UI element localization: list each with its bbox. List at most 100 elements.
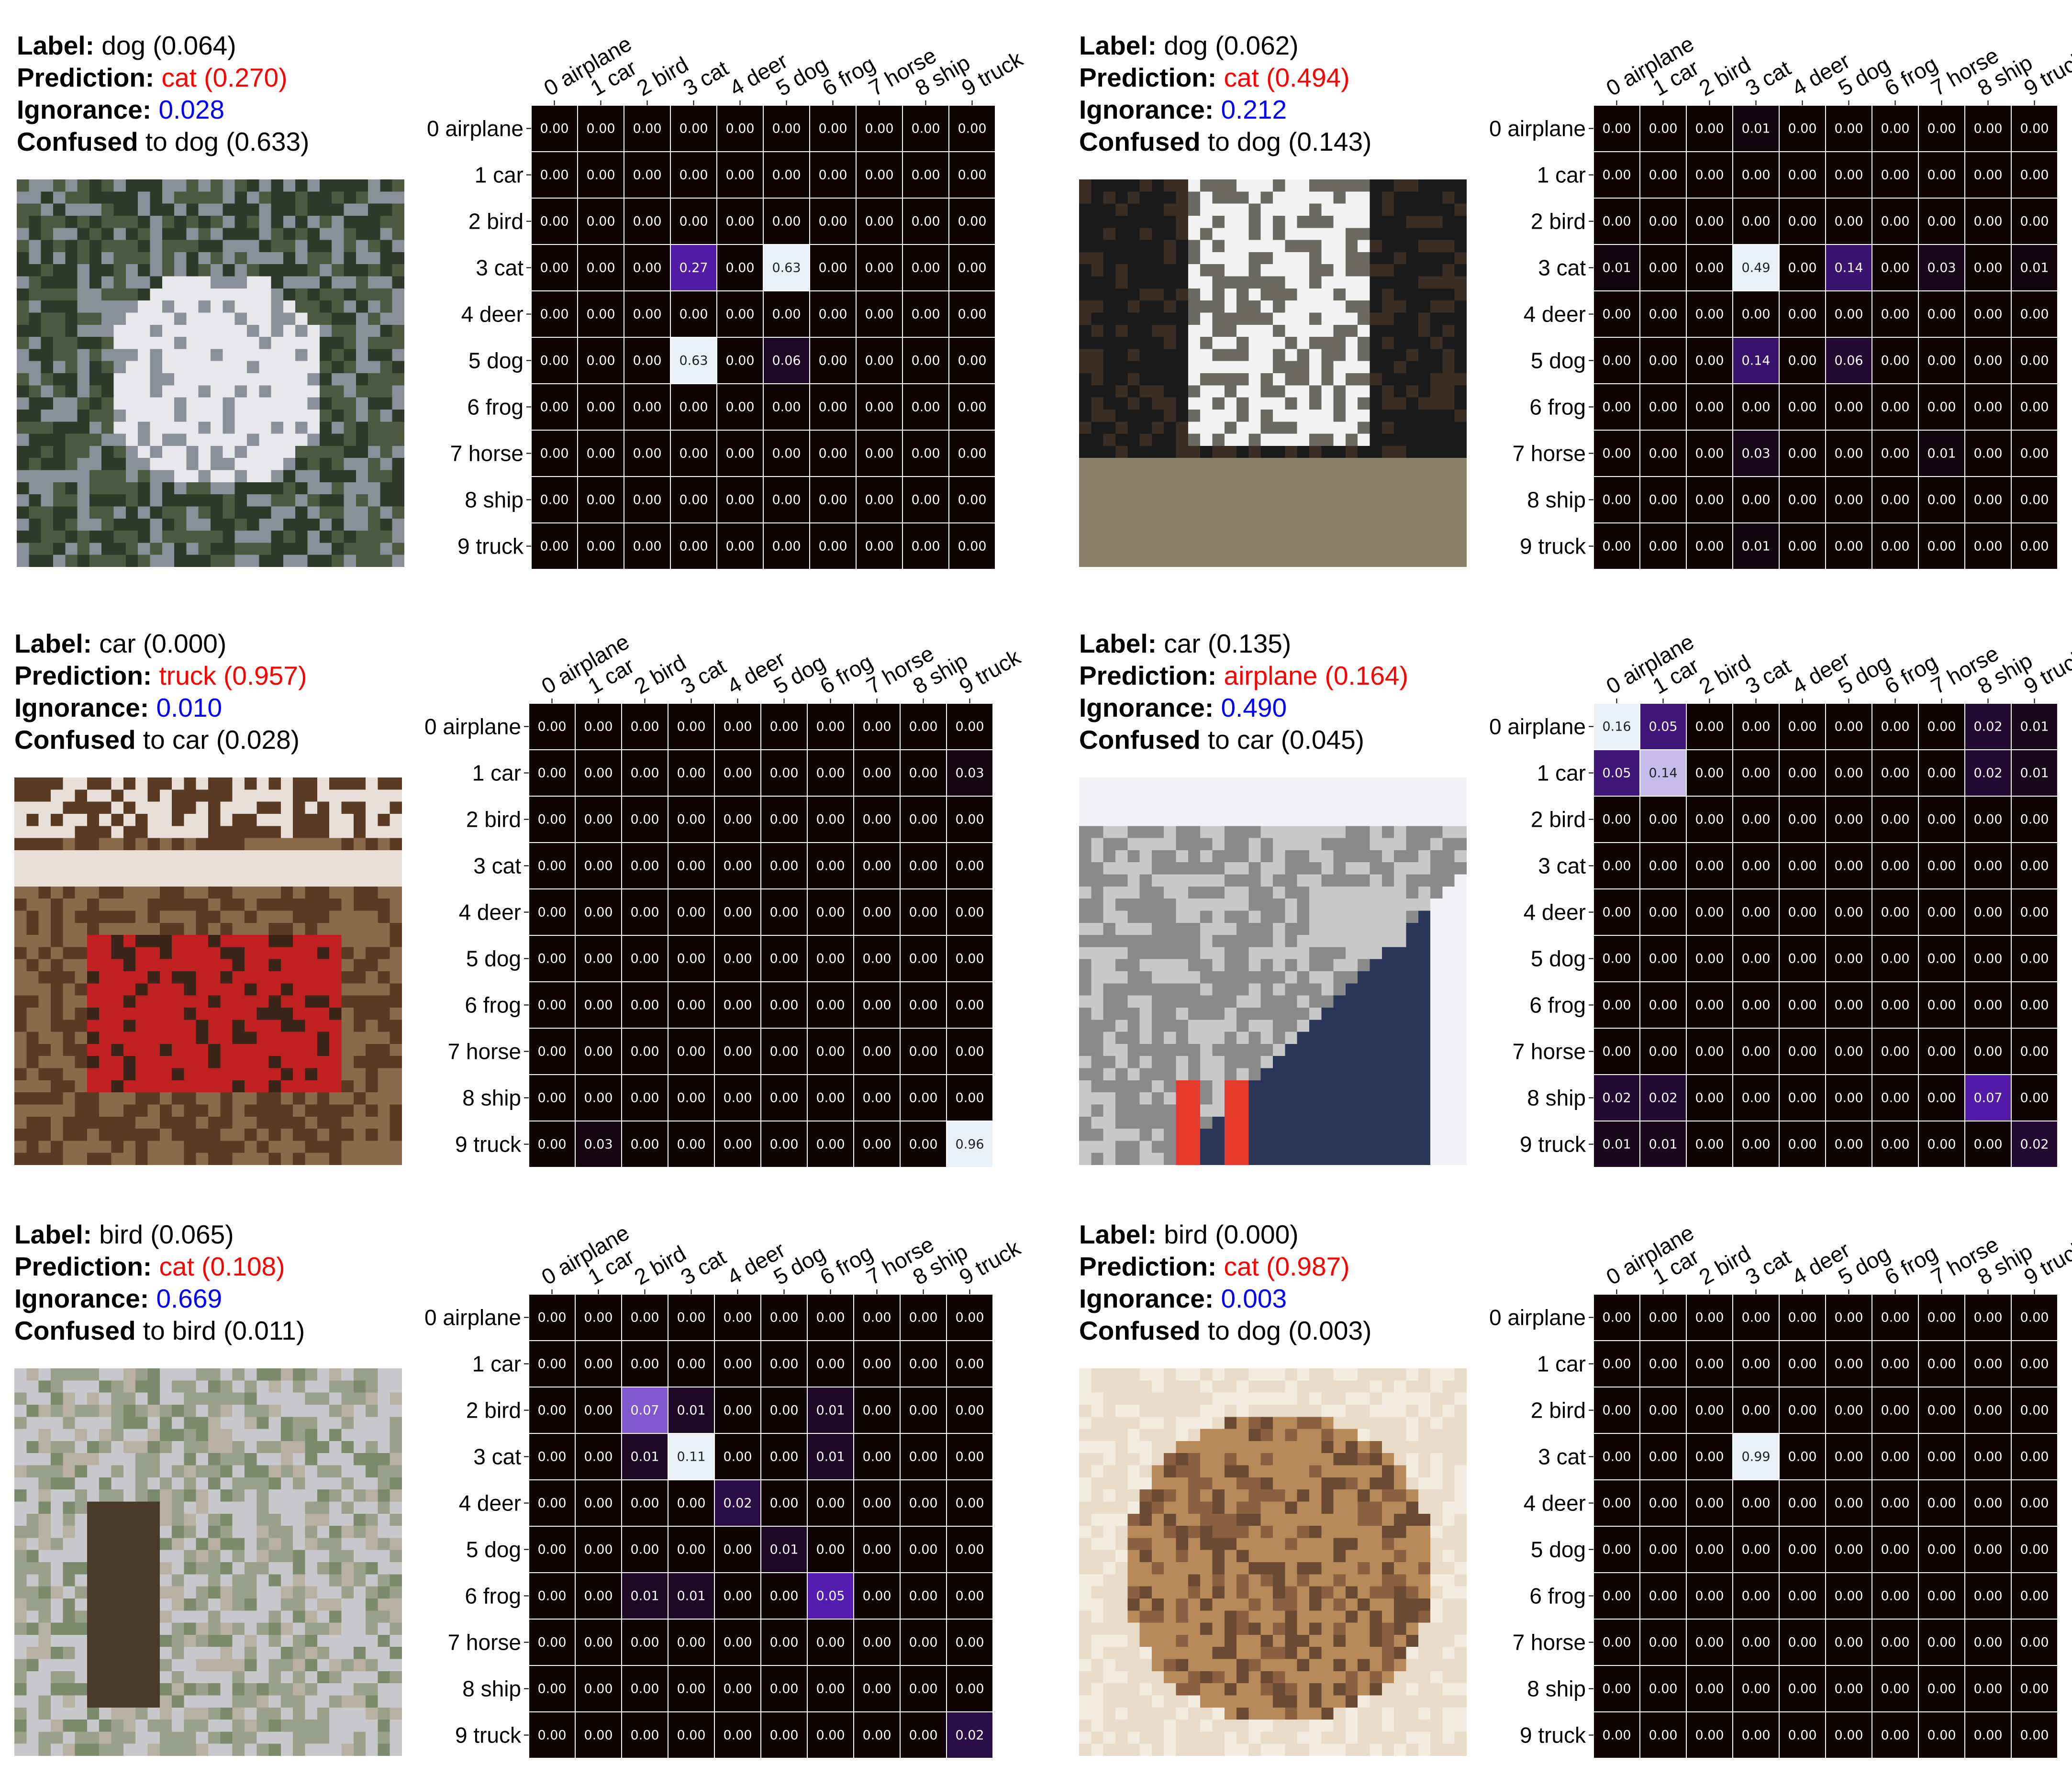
cell-value-label: 0.00 bbox=[769, 1403, 798, 1418]
cell-value-label: 0.00 bbox=[1881, 261, 1909, 276]
cell-value-label: 0.00 bbox=[909, 1091, 937, 1106]
y-tick-label: 9 truck bbox=[455, 1132, 522, 1157]
cell-value-label: 0.00 bbox=[1602, 1543, 1631, 1557]
cell-value-label: 0.49 bbox=[1741, 261, 1770, 276]
cell-value-label: 0.00 bbox=[911, 539, 940, 554]
y-tick-label: 3 cat bbox=[1538, 1444, 1586, 1469]
cell-value-label: 0.00 bbox=[1649, 1357, 1677, 1372]
cell-value-label: 0.00 bbox=[1602, 1403, 1631, 1418]
cell-value-label: 0.00 bbox=[1695, 952, 1724, 966]
y-tick-label: 1 car bbox=[1537, 163, 1586, 188]
cell-value-label: 0.00 bbox=[1834, 1450, 1863, 1465]
cell-value-label: 0.00 bbox=[630, 859, 659, 874]
cell-value-label: 0.00 bbox=[1881, 905, 1909, 920]
cell-value-label: 0.00 bbox=[584, 859, 613, 874]
cell-value-label: 0.00 bbox=[725, 261, 754, 276]
y-tick-label: 0 airplane bbox=[424, 1305, 521, 1330]
cell-value-label: 0.00 bbox=[769, 812, 798, 827]
confusion-heatmap: 0.00 0.00 0.00 0.00 0.00 0.00 0.00 0.00 0.00 0.00… bbox=[1079, 1189, 2072, 1787]
cell-value-label: 0.00 bbox=[1695, 859, 1724, 874]
cell-value-label: 0.00 bbox=[1834, 812, 1863, 827]
cell-value-label: 0.00 bbox=[1927, 354, 1956, 368]
cell-value-label: 0.00 bbox=[537, 1635, 566, 1650]
cell-value-label: 0.00 bbox=[1834, 122, 1863, 136]
cell-value-label: 0.00 bbox=[1602, 1310, 1631, 1325]
cell-value-label: 0.00 bbox=[1973, 905, 2002, 920]
cell-value-label: 0.00 bbox=[630, 1682, 659, 1697]
cell-value-label: 0.00 bbox=[865, 214, 893, 229]
cell-value-label: 0.00 bbox=[723, 1137, 752, 1152]
cell-value-label: 0.00 bbox=[816, 998, 845, 1013]
cell-value-label: 0.00 bbox=[769, 1682, 798, 1697]
cell-value-label: 0.00 bbox=[862, 1682, 891, 1697]
cell-value-label: 0.00 bbox=[584, 998, 613, 1013]
cell-value-label: 0.11 bbox=[677, 1450, 705, 1465]
cell-value-label: 0.00 bbox=[540, 122, 568, 136]
cell-value-label: 0.00 bbox=[1881, 812, 1909, 827]
cell-value-label: 0.00 bbox=[1695, 766, 1724, 781]
sample-panel: Label: bird (0.065)Prediction: cat (0.10… bbox=[14, 1189, 1019, 1787]
cell-value-label: 0.14 bbox=[1649, 766, 1677, 781]
cell-value-label: 0.00 bbox=[1788, 1728, 1816, 1743]
cell-value-label: 0.00 bbox=[1788, 1496, 1816, 1511]
cell-value-label: 0.00 bbox=[1602, 354, 1631, 368]
y-tick-label: 4 deer bbox=[1524, 900, 1586, 925]
cell-value-label: 0.00 bbox=[723, 1450, 752, 1465]
y-tick-label: 7 horse bbox=[1513, 1039, 1586, 1064]
cell-value-label: 0.00 bbox=[958, 446, 986, 461]
cell-value-label: 0.00 bbox=[1695, 1403, 1724, 1418]
cell-value-label: 0.00 bbox=[1695, 307, 1724, 322]
cell-value-label: 0.00 bbox=[2020, 1044, 2049, 1059]
y-tick-label: 9 truck bbox=[1520, 1723, 1586, 1748]
cell-value-label: 0.00 bbox=[586, 400, 615, 415]
cell-value-label: 0.00 bbox=[1649, 812, 1677, 827]
cell-value-label: 0.00 bbox=[1695, 1589, 1724, 1604]
cell-value-label: 0.00 bbox=[955, 1091, 984, 1106]
cell-value-label: 0.00 bbox=[911, 214, 940, 229]
cell-value-label: 0.00 bbox=[584, 1310, 613, 1325]
cell-value-label: 0.00 bbox=[537, 1310, 566, 1325]
cell-value-label: 0.00 bbox=[677, 1496, 705, 1511]
cell-value-label: 0.00 bbox=[865, 400, 893, 415]
cell-value-label: 0.00 bbox=[725, 493, 754, 508]
cell-value-label: 0.00 bbox=[586, 354, 615, 368]
sample-panel: Label: dog (0.064)Prediction: cat (0.270… bbox=[17, 0, 1022, 598]
x-tick-label: 3 cat bbox=[1741, 55, 1795, 101]
cell-value-label: 0.03 bbox=[955, 766, 984, 781]
cell-value-label: 0.00 bbox=[1881, 720, 1909, 734]
cell-value-label: 0.00 bbox=[1602, 998, 1631, 1013]
y-tick-label: 7 horse bbox=[448, 1630, 521, 1655]
y-tick-label: 9 truck bbox=[455, 1723, 522, 1748]
cell-value-label: 0.00 bbox=[586, 122, 615, 136]
y-tick-label: 2 bird bbox=[468, 209, 524, 234]
cell-value-label: 0.00 bbox=[1602, 446, 1631, 461]
cell-value-label: 0.00 bbox=[540, 307, 568, 322]
cell-value-label: 0.00 bbox=[955, 1635, 984, 1650]
y-tick-label: 3 cat bbox=[1538, 854, 1586, 878]
cell-value-label: 0.00 bbox=[1788, 354, 1816, 368]
cell-value-label: 0.00 bbox=[1695, 1496, 1724, 1511]
cell-value-label: 0.00 bbox=[769, 1496, 798, 1511]
cell-value-label: 0.00 bbox=[584, 720, 613, 734]
cell-value-label: 0.00 bbox=[862, 859, 891, 874]
cell-value-label: 0.01 bbox=[769, 1543, 798, 1557]
cell-value-label: 0.00 bbox=[955, 1357, 984, 1372]
confusion-heatmap: 0.00 0.00 0.00 0.00 0.00 0.00 0.00 0.00 0.00 0.00… bbox=[17, 0, 1024, 598]
cell-value-label: 0.00 bbox=[1973, 1589, 2002, 1604]
cell-value-label: 0.00 bbox=[1788, 905, 1816, 920]
cell-value-label: 0.00 bbox=[1881, 307, 1909, 322]
cell-value-label: 0.00 bbox=[677, 1635, 705, 1650]
y-tick-label: 2 bird bbox=[1531, 1398, 1586, 1423]
cell-value-label: 0.00 bbox=[677, 720, 705, 734]
cell-value-label: 0.00 bbox=[1695, 122, 1724, 136]
cell-value-label: 0.00 bbox=[1834, 952, 1863, 966]
cell-value-label: 0.00 bbox=[1695, 400, 1724, 415]
cell-value-label: 0.00 bbox=[1927, 1137, 1956, 1152]
y-tick-label: 6 frog bbox=[1529, 1584, 1586, 1609]
cell-value-label: 0.00 bbox=[1788, 952, 1816, 966]
cell-value-label: 0.00 bbox=[909, 1357, 937, 1372]
cell-value-label: 0.00 bbox=[586, 168, 615, 183]
cell-value-label: 0.00 bbox=[862, 720, 891, 734]
cell-value-label: 0.00 bbox=[769, 1091, 798, 1106]
